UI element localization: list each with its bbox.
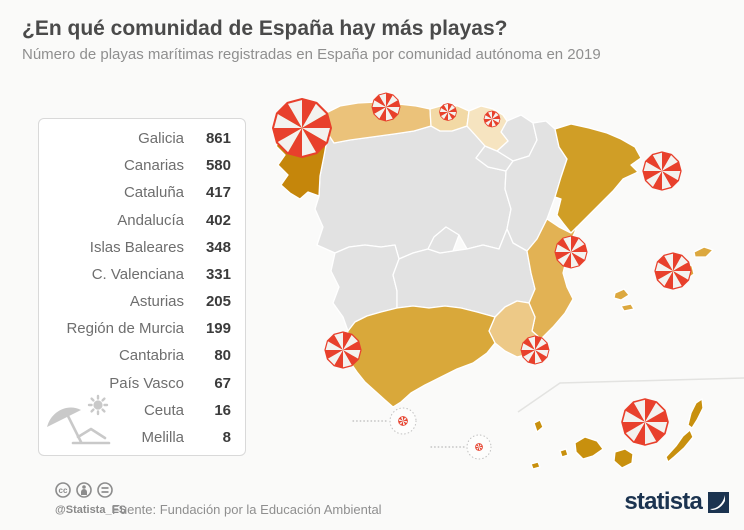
statista-logo-mark-icon xyxy=(708,491,729,513)
region-label: Región de Murcia xyxy=(66,320,184,338)
by-icon xyxy=(76,482,92,498)
umbrella-marker-murcia xyxy=(520,335,550,365)
ranking-row: Cataluña 417 xyxy=(53,184,231,201)
statista-logo: statista xyxy=(624,488,729,516)
ranking-row: Galicia 861 xyxy=(53,130,231,147)
umbrella-marker-asturias xyxy=(371,92,401,122)
region-value: 8 xyxy=(222,428,231,446)
region-label: Islas Baleares xyxy=(89,238,184,256)
region-value: 348 xyxy=(205,238,231,256)
umbrella-marker-cataluna xyxy=(642,151,682,191)
region-label: Cataluña xyxy=(123,184,184,202)
region-label: Asturias xyxy=(129,293,184,311)
umbrella-marker-pais-vasco xyxy=(483,110,501,128)
ranking-row: Islas Baleares 348 xyxy=(53,239,231,256)
umbrella-marker-valenciana xyxy=(554,235,588,269)
beach-umbrella-sun-icon xyxy=(47,394,111,445)
statista-wordmark: statista xyxy=(624,488,702,515)
region-value: 199 xyxy=(205,320,231,338)
region-label: País Vasco xyxy=(109,374,184,392)
ranking-row: Asturias 205 xyxy=(53,293,231,310)
region-value: 861 xyxy=(205,130,231,147)
region-value: 205 xyxy=(205,293,231,311)
ranking-row: País Vasco 67 xyxy=(53,375,231,392)
region-label: Canarias xyxy=(123,157,184,175)
ranking-row: Canarias 580 xyxy=(53,157,231,174)
region-value: 331 xyxy=(205,265,231,283)
nd-icon xyxy=(97,482,113,498)
cc-license-icons: cc xyxy=(55,482,113,498)
region-value: 580 xyxy=(205,157,231,175)
region-label: Cantabria xyxy=(118,347,184,365)
ranking-row: Ceuta 16 xyxy=(53,402,231,419)
region-label: C. Valenciana xyxy=(91,265,184,283)
umbrella-marker-ceuta xyxy=(352,407,417,435)
region-cataluna xyxy=(554,123,642,234)
statista-handle: @Statista_ES xyxy=(55,504,127,516)
umbrella-marker-andalucia xyxy=(324,331,362,369)
umbrella-marker-canarias xyxy=(621,398,669,446)
region-label: Ceuta xyxy=(143,401,184,419)
region-label: Galicia xyxy=(138,130,184,147)
umbrella-marker-layer xyxy=(271,92,692,460)
ranking-row: Cantabria 80 xyxy=(53,347,231,364)
region-value: 402 xyxy=(205,211,231,229)
region-madrid xyxy=(427,226,460,254)
region-castilla-y-leon xyxy=(314,125,512,260)
region-andalucia xyxy=(345,305,496,408)
map-regions xyxy=(271,101,714,470)
cc-icon xyxy=(55,482,71,498)
header: ¿En qué comunidad de España hay más play… xyxy=(22,16,724,63)
region-value: 16 xyxy=(214,401,231,419)
umbrella-marker-galicia xyxy=(271,97,333,159)
ranking-row: Región de Murcia 199 xyxy=(53,320,231,337)
page-subtitle: Número de playas marítimas registradas e… xyxy=(22,46,601,64)
page-title: ¿En qué comunidad de España hay más play… xyxy=(22,17,508,40)
region-label: Melilla xyxy=(141,428,184,446)
region-value: 80 xyxy=(214,347,231,365)
source-credit: Fuente: Fundación por la Educación Ambie… xyxy=(112,502,382,517)
ranking-box: Galicia 861 Canarias 580 Cataluña 417 Andal… xyxy=(38,118,246,456)
region-label: Andalucía xyxy=(117,211,184,229)
region-canarias xyxy=(530,398,704,470)
region-value: 67 xyxy=(214,374,231,392)
umbrella-marker-melilla xyxy=(430,434,492,460)
ranking-row: Melilla 8 xyxy=(53,429,231,446)
umbrella-marker-cantabria xyxy=(439,103,457,121)
umbrella-marker-baleares xyxy=(654,252,692,290)
ranking-row: C. Valenciana 331 xyxy=(53,266,231,283)
canarias-inset-line xyxy=(517,377,744,413)
svg-text:cc: cc xyxy=(59,486,68,495)
region-value: 417 xyxy=(205,184,231,202)
ranking-row: Andalucía 402 xyxy=(53,212,231,229)
